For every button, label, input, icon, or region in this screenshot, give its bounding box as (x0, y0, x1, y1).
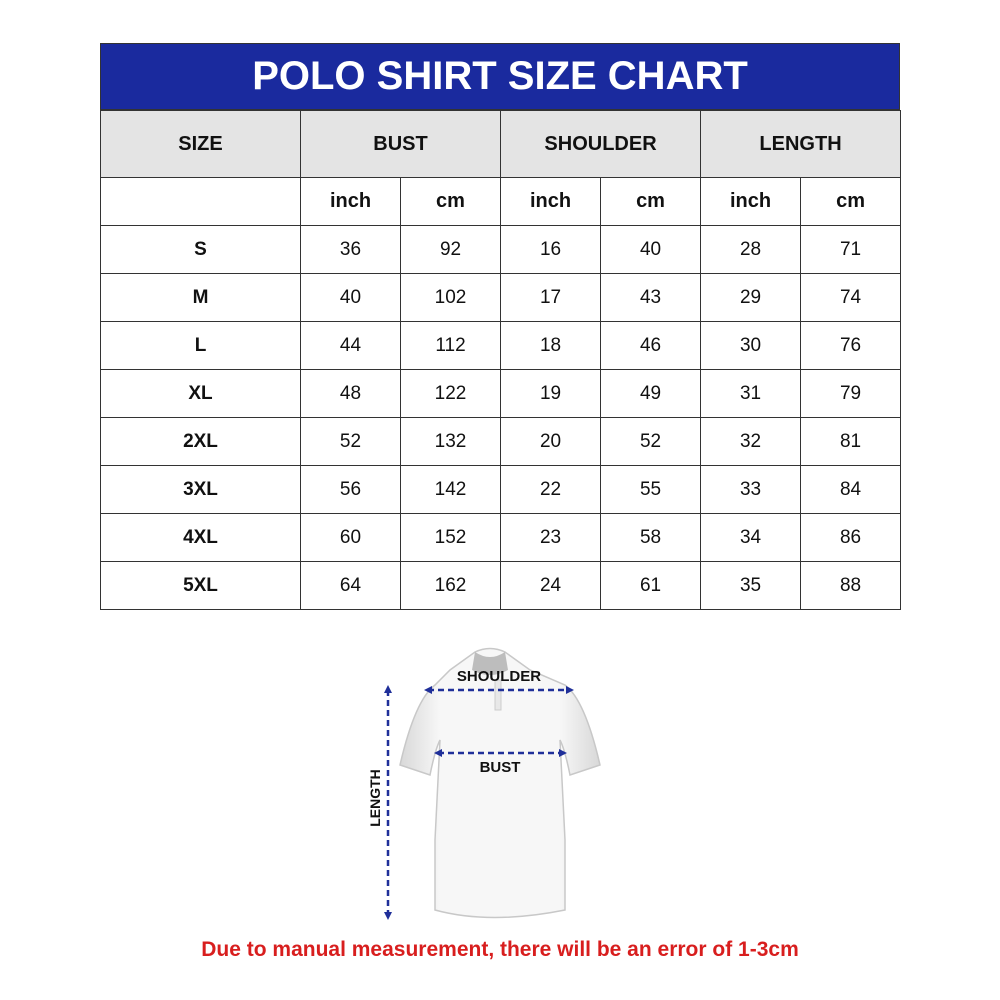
header-size: SIZE (100, 110, 301, 178)
value-cell: 52 (600, 417, 702, 466)
value-cell: 16 (500, 225, 602, 274)
size-cell: S (100, 225, 301, 274)
collar (472, 652, 508, 675)
value-cell: 61 (600, 561, 702, 610)
value-cell: 36 (300, 225, 401, 274)
table-row: M 40 102 17 43 29 74 (100, 273, 902, 322)
value-cell: 24 (500, 561, 602, 610)
value-cell: 40 (300, 273, 401, 322)
table-row: 3XL 56 142 22 55 33 84 (100, 465, 902, 514)
value-cell: 48 (300, 369, 401, 418)
value-cell: 142 (399, 465, 502, 514)
value-cell: 31 (700, 369, 802, 418)
size-cell: 3XL (100, 465, 301, 514)
unit-cell: inch (500, 177, 602, 226)
value-cell: 132 (399, 417, 502, 466)
measurement-note: Due to manual measurement, there will be… (201, 938, 799, 961)
value-cell: 79 (800, 369, 902, 418)
value-cell: 60 (300, 513, 401, 562)
size-cell: L (100, 321, 301, 370)
bust-label: BUST (480, 759, 521, 776)
shirt-diagram: SHOULDER BUST LENGTH (367, 647, 601, 920)
value-cell: 102 (399, 273, 502, 322)
value-cell: 35 (700, 561, 802, 610)
value-cell: 58 (600, 513, 702, 562)
value-cell: 30 (700, 321, 802, 370)
unit-cell: cm (800, 177, 902, 226)
value-cell: 162 (399, 561, 502, 610)
table-row: L 44 112 18 46 30 76 (100, 321, 902, 370)
value-cell: 19 (500, 369, 602, 418)
table-row: 5XL 64 162 24 61 35 88 (100, 561, 902, 610)
placket (494, 679, 502, 711)
value-cell: 22 (500, 465, 602, 514)
unit-cell: inch (300, 177, 401, 226)
size-cell: 4XL (100, 513, 301, 562)
table-row: XL 48 122 19 49 31 79 (100, 369, 902, 418)
value-cell: 17 (500, 273, 602, 322)
size-cell: 2XL (100, 417, 301, 466)
value-cell: 56 (300, 465, 401, 514)
size-cell: 5XL (100, 561, 301, 610)
empty-cell (100, 177, 301, 226)
value-cell: 46 (600, 321, 702, 370)
value-cell: 92 (399, 225, 502, 274)
header-length: LENGTH (700, 110, 902, 178)
value-cell: 43 (600, 273, 702, 322)
size-table: SIZE BUST SHOULDER LENGTH inch cm inch c… (100, 110, 902, 610)
header-bust: BUST (299, 110, 502, 178)
unit-cell: cm (600, 177, 702, 226)
header-shoulder: SHOULDER (500, 110, 702, 178)
units-row: inch cm inch cm inch cm (100, 177, 902, 226)
table-row: 4XL 60 152 23 58 34 86 (100, 513, 902, 562)
length-label: LENGTH (367, 769, 383, 827)
header-row: SIZE BUST SHOULDER LENGTH (100, 110, 902, 178)
value-cell: 29 (700, 273, 802, 322)
value-cell: 81 (800, 417, 902, 466)
table-row: S 36 92 16 40 28 71 (100, 225, 902, 274)
value-cell: 84 (800, 465, 902, 514)
value-cell: 55 (600, 465, 702, 514)
value-cell: 74 (800, 273, 902, 322)
unit-cell: inch (700, 177, 802, 226)
shirt-shape (399, 647, 601, 919)
value-cell: 28 (700, 225, 802, 274)
size-cell: M (100, 273, 301, 322)
page-title: POLO SHIRT SIZE CHART (100, 43, 900, 110)
value-cell: 34 (700, 513, 802, 562)
value-cell: 52 (300, 417, 401, 466)
value-cell: 152 (399, 513, 502, 562)
value-cell: 32 (700, 417, 802, 466)
value-cell: 86 (800, 513, 902, 562)
value-cell: 18 (500, 321, 602, 370)
size-cell: XL (100, 369, 301, 418)
shoulder-label: SHOULDER (457, 668, 541, 685)
value-cell: 76 (800, 321, 902, 370)
value-cell: 88 (800, 561, 902, 610)
value-cell: 49 (600, 369, 702, 418)
value-cell: 23 (500, 513, 602, 562)
value-cell: 20 (500, 417, 602, 466)
value-cell: 71 (800, 225, 902, 274)
value-cell: 44 (300, 321, 401, 370)
value-cell: 64 (300, 561, 401, 610)
value-cell: 122 (399, 369, 502, 418)
value-cell: 40 (600, 225, 702, 274)
unit-cell: cm (399, 177, 502, 226)
value-cell: 33 (700, 465, 802, 514)
value-cell: 112 (399, 321, 502, 370)
table-row: 2XL 52 132 20 52 32 81 (100, 417, 902, 466)
